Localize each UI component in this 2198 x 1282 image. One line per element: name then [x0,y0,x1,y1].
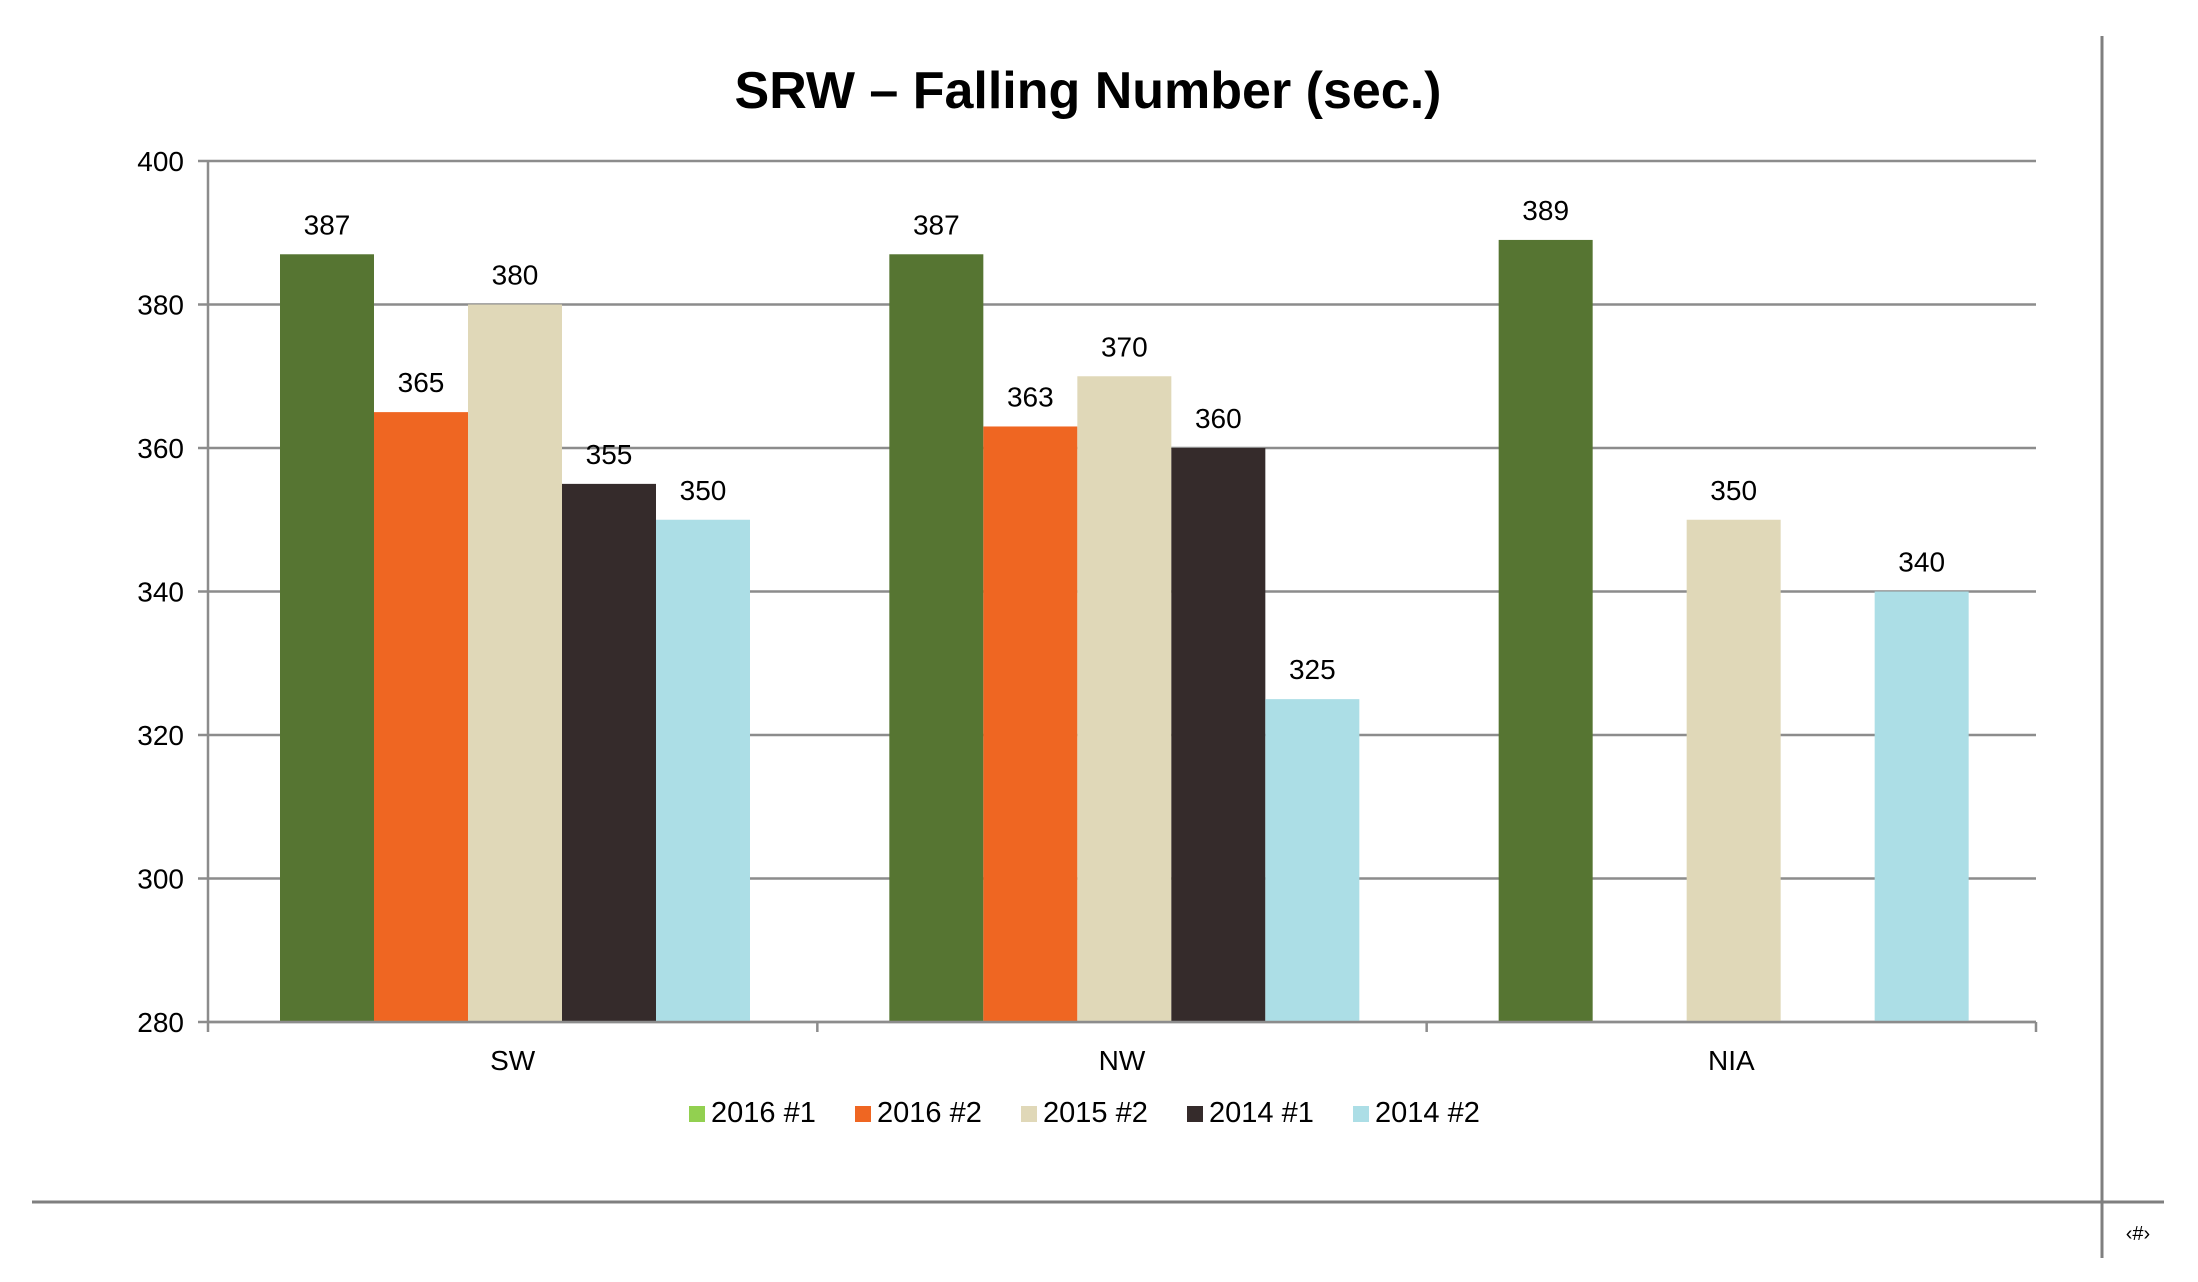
bar [983,426,1078,1023]
x-tick-label: NIA [1708,1045,1755,1076]
legend: 2016 #1 2016 #2 2015 #2 2014 #1 2014 #2 [689,1097,1480,1129]
data-label: 387 [304,209,351,240]
bar [1077,376,1172,1022]
y-tick-label: 280 [137,1007,184,1038]
data-label: 340 [1898,547,1945,578]
bar [1171,448,1266,1022]
legend-swatch [1021,1106,1037,1122]
legend-label: 2014 #1 [1209,1097,1314,1129]
data-label: 370 [1101,331,1148,362]
y-tick-label: 320 [137,720,184,751]
data-label: 360 [1195,403,1242,434]
data-label: 325 [1289,654,1336,685]
bar [1874,591,1969,1022]
bar [656,519,750,1022]
legend-swatch [855,1106,871,1122]
legend-swatch [1353,1106,1369,1122]
legend-label: 2016 #2 [877,1097,982,1129]
data-label: 365 [398,367,445,398]
page-number-marker: ‹#› [2126,1223,2150,1245]
y-tick-label: 400 [137,146,184,177]
bar [562,483,656,1022]
legend-label: 2014 #2 [1375,1097,1480,1129]
y-tick-label: 380 [137,290,184,321]
y-tick-label: 360 [137,433,184,464]
data-label: 380 [492,260,539,291]
bars [280,239,1969,1023]
legend-swatch [1187,1106,1203,1122]
x-tick-label: NW [1099,1045,1146,1076]
data-label: 350 [1710,475,1757,506]
data-labels: 387 365 380 355 350 387 363 370 360 325 389 350 340 [304,195,1945,685]
bar [889,254,984,1022]
y-tick-label: 340 [137,577,184,608]
data-label: 355 [586,439,633,470]
bar [280,254,374,1022]
bar [468,304,562,1022]
data-label: 363 [1007,381,1054,412]
bar [374,412,468,1022]
x-tick-label: SW [490,1045,536,1076]
legend-swatch [689,1106,705,1122]
y-tick-label: 300 [137,864,184,895]
legend-label: 2015 #2 [1043,1097,1148,1129]
axes: 280 300 320 340 360 380 400 SW NW NIA [137,146,2038,1076]
bar [1686,519,1781,1022]
legend-label: 2016 #1 [711,1097,816,1129]
data-label: 350 [680,475,727,506]
chart-title: SRW – Falling Number (sec.) [735,62,1442,120]
data-label: 387 [913,209,960,240]
bar [1498,239,1593,1023]
data-label: 389 [1522,195,1569,226]
bar [1265,699,1360,1022]
